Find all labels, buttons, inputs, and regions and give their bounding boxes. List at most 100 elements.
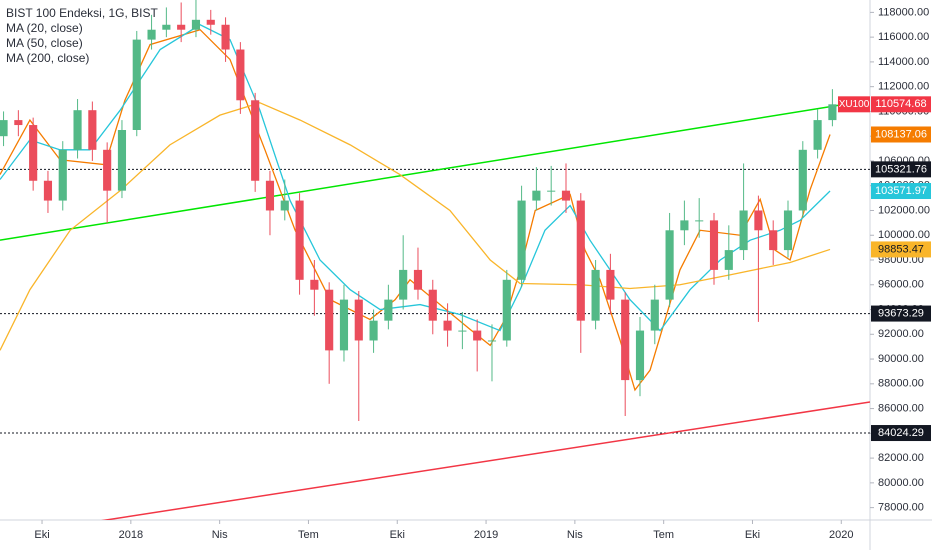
candle-body (547, 190, 556, 192)
candle-body (117, 130, 127, 191)
level-label-bg (871, 161, 931, 178)
x-tick-label: 2020 (829, 529, 853, 541)
candle-body (487, 340, 497, 342)
candle-body (576, 200, 585, 321)
level-label-bg (871, 425, 931, 442)
candle-body (310, 279, 319, 290)
candle-body (473, 330, 482, 341)
symbol-badge: XU100 (839, 99, 870, 110)
ma-line (0, 28, 831, 392)
trend-line (0, 99, 870, 241)
candle-body (813, 120, 822, 150)
ma-value-label: 103571.97 (875, 185, 927, 197)
ma-value-label: 98853.47 (878, 243, 924, 255)
x-tick-label: Eki (34, 529, 49, 541)
legend-entry: MA (20, close) (6, 21, 83, 35)
candle-body (783, 210, 793, 251)
candle-body (295, 200, 304, 280)
x-tick-label: Nis (567, 529, 583, 541)
candle-body (177, 24, 186, 30)
candle-body (73, 110, 82, 150)
candle-body (0, 120, 8, 137)
legend-entry: MA (50, close) (6, 36, 83, 50)
candle-body (828, 104, 837, 121)
candle-body (236, 49, 245, 101)
candle-body (754, 210, 763, 231)
candle-body (502, 279, 511, 341)
y-tick-label: 96000.00 (878, 279, 924, 291)
x-tick-label: 2018 (119, 529, 143, 541)
y-tick-label: 114000.00 (878, 56, 929, 68)
candle-body (29, 125, 38, 181)
x-tick-label: Nis (212, 529, 228, 541)
candle-body (43, 180, 53, 201)
ma-line (0, 24, 831, 332)
candle-body (561, 190, 571, 201)
y-tick-label: 78000.00 (878, 502, 924, 514)
x-tick-label: Tem (653, 529, 674, 541)
ma-value-label: 108137.06 (875, 128, 927, 140)
y-tick-label: 80000.00 (878, 477, 924, 489)
candle-body (532, 190, 541, 201)
plot (0, 0, 870, 520)
level-label: 105321.76 (875, 163, 927, 175)
y-tick-label: 116000.00 (878, 31, 929, 43)
ma-value-label-bg (871, 241, 931, 258)
candle-body (191, 19, 201, 30)
candle-body (695, 220, 704, 222)
x-tick-label: 2019 (474, 529, 498, 541)
x-tick-label: Eki (390, 529, 405, 541)
candle-body (458, 330, 467, 332)
symbol-badge-bg (838, 96, 870, 113)
legend-entry: MA (200, close) (6, 51, 89, 65)
candle-body (384, 299, 393, 321)
candle-body (621, 299, 630, 381)
candle-body (221, 24, 230, 50)
candle-body (606, 269, 615, 300)
candle-body (650, 299, 659, 331)
candle-body (443, 320, 452, 331)
ma-line (0, 102, 831, 351)
candle-body (399, 269, 408, 300)
candle-body (251, 100, 260, 181)
candle-body (354, 299, 363, 341)
candle-body (369, 320, 378, 341)
candle-body (147, 29, 156, 40)
candle-body (769, 230, 778, 251)
candle-body (132, 39, 141, 130)
candle-body (325, 289, 334, 351)
level-label-bg (871, 305, 931, 322)
candle-body (635, 330, 645, 381)
y-tick-label: 82000.00 (878, 452, 924, 464)
candle-body (265, 180, 275, 211)
y-tick-label: 88000.00 (878, 378, 924, 390)
candle-body (206, 19, 215, 25)
y-tick-label: 86000.00 (878, 402, 924, 414)
candle-body (88, 110, 97, 150)
candle-body (103, 149, 112, 191)
candle-body (517, 200, 526, 280)
candle-body (413, 269, 423, 290)
y-tick-label: 100000.00 (878, 229, 930, 241)
candle-body (591, 269, 600, 321)
candle-body (798, 149, 807, 211)
candle-body (724, 250, 733, 270)
candle-body (709, 220, 719, 270)
ma-value-label-bg (871, 183, 931, 200)
candle-body (58, 149, 67, 201)
ma-value-label-bg (871, 126, 931, 143)
x-tick-label: Eki (745, 529, 760, 541)
y-tick-label: 102000.00 (878, 204, 930, 216)
y-tick-label: 92000.00 (878, 328, 924, 340)
candle-body (339, 299, 349, 351)
y-tick-label: 118000.00 (878, 6, 929, 18)
candle-body (680, 220, 689, 231)
overlay: BIST 100 Endeksi, 1G, BIST MA (20, close… (6, 6, 870, 113)
level-label: 84024.29 (878, 427, 924, 439)
level-label: 93673.29 (878, 307, 924, 319)
last-price-label-bg (871, 96, 931, 113)
trend-line (101, 401, 870, 520)
candle-body (280, 200, 289, 211)
x-tick-label: Tem (298, 529, 319, 541)
